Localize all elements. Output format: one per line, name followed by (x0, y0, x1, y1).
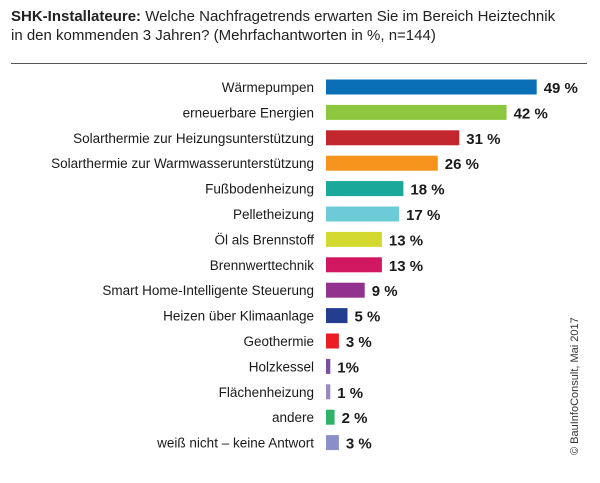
bar (326, 231, 382, 247)
category-label: Holzkessel (249, 359, 314, 374)
title-bold: SHK-Installateure: (11, 8, 142, 25)
value-label: 17 % (406, 207, 440, 224)
bar (326, 384, 331, 400)
value-label: 13 % (389, 232, 423, 249)
category-label: Smart Home-Intelligente Steuerung (102, 283, 314, 298)
bar (326, 130, 460, 146)
bar (326, 308, 348, 324)
title-line2: in den kommenden 3 Jahren? (Mehrfachantw… (11, 27, 436, 44)
value-label: 1% (337, 359, 359, 376)
value-label: 49 % (544, 80, 578, 97)
category-label: Wärmepumpen (222, 80, 314, 95)
category-label: andere (272, 410, 314, 425)
category-label: weiß nicht – keine Antwort (156, 436, 314, 451)
bar (326, 333, 339, 349)
bar (326, 104, 507, 120)
value-label: 18 % (410, 182, 444, 199)
bar (326, 206, 400, 222)
chart-title: SHK-Installateure: Welche Nachfragetrend… (11, 7, 591, 45)
category-label: Solarthermie zur Heizungsunterstützung (73, 131, 314, 146)
value-label: 5 % (355, 309, 381, 326)
category-label: Geothermie (243, 334, 314, 349)
copyright-credit: © BauInfoConsult, Mai 2017 (569, 317, 581, 455)
value-label: 3 % (346, 334, 372, 351)
category-label: Heizen über Klimaanlage (163, 309, 314, 324)
category-label: Solarthermie zur Warmwasserunterstützung (51, 156, 314, 171)
bar (326, 409, 335, 425)
value-label: 9 % (372, 283, 398, 300)
bar (326, 435, 339, 451)
value-label: 31 % (466, 131, 500, 148)
category-label: Fußbodenheizung (205, 182, 314, 197)
bar (326, 257, 382, 273)
category-label: erneuerbare Energien (183, 105, 314, 120)
category-label: Flächenheizung (219, 385, 314, 400)
value-label: 42 % (514, 105, 548, 122)
value-label: 3 % (346, 436, 372, 453)
title-divider (11, 63, 587, 64)
category-label: Öl als Brennstoff (214, 232, 314, 247)
bar (326, 155, 438, 171)
bar (326, 358, 331, 374)
bar (326, 282, 365, 298)
value-label: 2 % (342, 410, 368, 427)
value-label: 13 % (389, 258, 423, 275)
value-label: 1 % (337, 385, 363, 402)
value-label: 26 % (445, 156, 479, 173)
category-label: Brennwerttechnik (210, 258, 315, 273)
title-rest: Welche Nachfragetrends erwarten Sie im B… (141, 8, 556, 25)
category-label: Pelletheizung (233, 207, 314, 222)
bar (326, 79, 537, 95)
bar (326, 181, 404, 197)
